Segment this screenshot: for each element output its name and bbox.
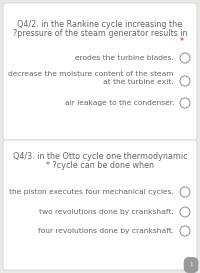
Text: * ?cycle can be done when: * ?cycle can be done when bbox=[46, 161, 154, 170]
Text: air leakage to the condenser.: air leakage to the condenser. bbox=[65, 100, 174, 106]
Text: *: * bbox=[180, 37, 184, 46]
Circle shape bbox=[180, 76, 190, 86]
Text: Q4/3. in the Otto cycle one thermodynamic: Q4/3. in the Otto cycle one thermodynami… bbox=[13, 152, 187, 161]
Circle shape bbox=[180, 207, 190, 217]
Text: erodes the turbine blades.: erodes the turbine blades. bbox=[75, 55, 174, 61]
FancyBboxPatch shape bbox=[3, 3, 197, 140]
Text: 1: 1 bbox=[189, 263, 193, 268]
Text: two revolutions done by crankshaft.: two revolutions done by crankshaft. bbox=[39, 209, 174, 215]
Circle shape bbox=[180, 226, 190, 236]
Text: ?pressure of the steam generator results in: ?pressure of the steam generator results… bbox=[13, 29, 187, 38]
Circle shape bbox=[180, 98, 190, 108]
Circle shape bbox=[180, 53, 190, 63]
Circle shape bbox=[180, 187, 190, 197]
Text: the piston executes four mechanical cycles.: the piston executes four mechanical cycl… bbox=[9, 189, 174, 195]
Text: four revolutions done by crankshaft.: four revolutions done by crankshaft. bbox=[38, 228, 174, 234]
FancyBboxPatch shape bbox=[3, 140, 197, 270]
Text: Q4/2. in the Rankine cycle increasing the: Q4/2. in the Rankine cycle increasing th… bbox=[17, 20, 183, 29]
Text: decrease the moisture content of the steam
at the turbine exit.: decrease the moisture content of the ste… bbox=[8, 71, 174, 85]
